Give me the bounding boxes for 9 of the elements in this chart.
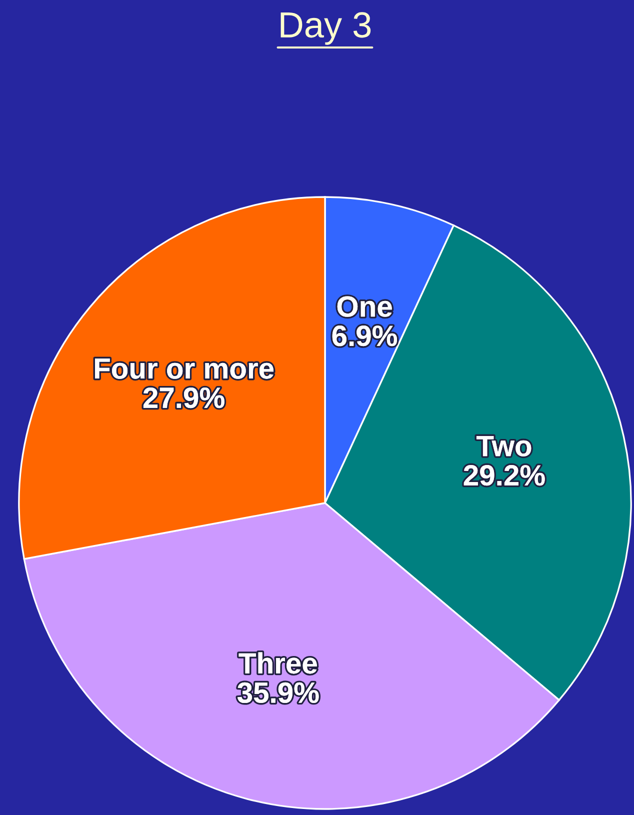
data-label: 29.2%: [464, 465, 545, 486]
data-label: 35.9%: [238, 682, 319, 704]
slice-label: Three: [238, 652, 317, 674]
slice-label: One: [337, 296, 392, 317]
slice-label: Two: [476, 436, 532, 456]
data-label: 27.9%: [143, 387, 224, 408]
chart-title: Day 3: [280, 12, 371, 45]
data-label: 6.9%: [332, 326, 397, 346]
slice-label: Four or more: [95, 358, 274, 379]
